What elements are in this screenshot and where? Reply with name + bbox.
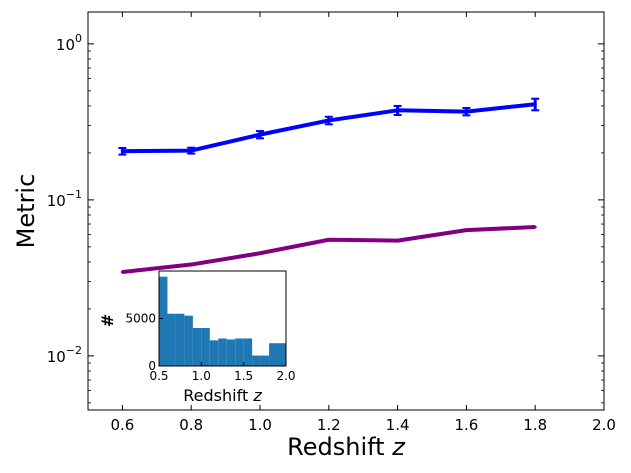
y-tick-label: 100 xyxy=(56,32,82,54)
x-tick-label: 1.0 xyxy=(248,416,272,434)
y-tick-exponent: 0 xyxy=(75,32,82,45)
y-tick-exponent: −2 xyxy=(66,344,82,357)
inset-frame xyxy=(158,270,287,367)
inset-x-tick-label: 1.5 xyxy=(234,369,253,383)
histogram-bar xyxy=(243,338,253,366)
x-tick-label: 1.8 xyxy=(523,416,547,434)
inset-x-tick-label: 1.0 xyxy=(192,369,211,383)
x-tick-label: 1.2 xyxy=(317,416,341,434)
x-tick-label: 0.8 xyxy=(179,416,203,434)
inset-x-axis-title-variable: z xyxy=(252,386,262,405)
histogram-bar xyxy=(252,355,261,366)
inset-y-tick-label: 0 xyxy=(148,359,156,373)
inset-x-axis-title: Redshift z xyxy=(183,386,262,405)
histogram-bar xyxy=(167,313,176,366)
inset-y-axis-title: # xyxy=(98,314,117,327)
histogram-bar xyxy=(277,343,286,366)
histogram-bar xyxy=(235,338,244,366)
histogram-bar xyxy=(159,276,168,366)
x-tick-label: 2.0 xyxy=(592,416,616,434)
y-tick-label: 10−1 xyxy=(47,188,82,210)
y-tick-label: 10−2 xyxy=(47,344,82,366)
series-2-point xyxy=(258,251,262,255)
series-2-point xyxy=(327,238,331,242)
inset-y-tick-label: 5000 xyxy=(125,312,156,326)
histogram-bar xyxy=(192,328,202,366)
x-tick-label: 0.6 xyxy=(110,416,134,434)
inset-x-tick-label: 2.0 xyxy=(276,369,295,383)
histogram-bar xyxy=(175,313,185,366)
y-tick-base: 10 xyxy=(47,192,66,210)
histogram-bar xyxy=(226,339,236,366)
x-axis-title-variable: z xyxy=(391,433,406,461)
series-2-point xyxy=(533,225,537,229)
y-tick-base: 10 xyxy=(56,36,75,54)
histogram-bar xyxy=(218,338,227,366)
y-axis-title: Metric xyxy=(12,174,40,249)
histogram-bar xyxy=(184,315,193,366)
inset-histogram: 0.5 1.0 1.5 2.0 0 5000 Redshift z # xyxy=(98,270,296,405)
histogram-bar xyxy=(209,340,219,366)
series-2-point xyxy=(464,228,468,232)
y-tick-base: 10 xyxy=(47,348,66,366)
plot-frame xyxy=(87,11,605,411)
histogram-bar xyxy=(260,355,270,366)
series-2-point xyxy=(120,270,124,274)
x-axis-title: Redshift z xyxy=(287,433,406,461)
inset-x-axis-title-text: Redshift xyxy=(183,386,253,405)
x-tick-label: 1.6 xyxy=(454,416,478,434)
histogram-bar xyxy=(269,343,278,366)
series-2-point xyxy=(396,239,400,243)
x-axis-title-text: Redshift xyxy=(287,433,392,461)
y-tick-exponent: −1 xyxy=(66,188,82,201)
inset-x-tick-label: 0.5 xyxy=(149,369,168,383)
series-2-point xyxy=(189,263,193,267)
main-plot: 0.6 0.8 1.0 1.2 1.4 1.6 1.8 2.010010−110−2Redsh… xyxy=(12,11,616,461)
histogram-bar xyxy=(201,328,210,366)
x-tick-label: 1.4 xyxy=(386,416,410,434)
